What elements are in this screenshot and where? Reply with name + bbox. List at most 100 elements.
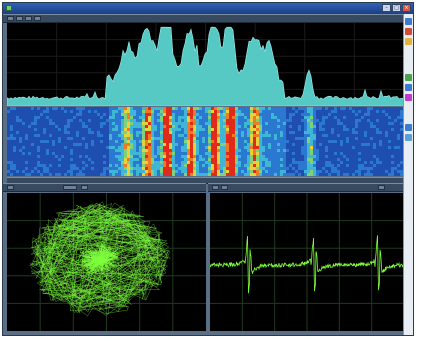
marker-icon[interactable] <box>405 124 412 131</box>
waterfall-cell <box>367 125 370 128</box>
waterfall-cell <box>232 170 235 173</box>
waterfall-cell <box>94 146 97 149</box>
waterfall-cell <box>241 143 244 146</box>
waterfall-cell <box>199 158 202 161</box>
waterfall-cell <box>271 149 274 152</box>
waterfall-cell <box>283 125 286 128</box>
waterfall-cell <box>163 167 166 170</box>
waterfall-cell <box>142 131 145 134</box>
waterfall-cell <box>355 161 358 164</box>
waterfall-cell <box>256 110 259 113</box>
waterfall-cell <box>286 131 289 134</box>
waterfall-cell <box>238 119 241 122</box>
waterfall-cell <box>307 134 310 137</box>
settings-icon[interactable] <box>405 134 412 141</box>
settings-icon[interactable] <box>378 185 385 190</box>
waterfall-cell <box>325 125 328 128</box>
waterfall-cell <box>19 143 22 146</box>
waterfall-cell <box>46 158 49 161</box>
waterfall-cell <box>22 152 25 155</box>
waterfall-cell <box>268 161 271 164</box>
waterfall-cell <box>58 113 61 116</box>
waterfall-cell <box>367 167 370 170</box>
zoom-icon[interactable] <box>212 185 219 190</box>
waterfall-cell <box>226 137 229 140</box>
waterfall-cell <box>331 167 334 170</box>
waterfall-cell <box>109 143 112 146</box>
marker-icon[interactable] <box>221 185 228 190</box>
waterfall-cell <box>385 119 388 122</box>
waterfall-cell <box>169 119 172 122</box>
waterfall-cell <box>100 116 103 119</box>
record-icon[interactable] <box>405 38 412 45</box>
marker-icon[interactable] <box>25 16 32 21</box>
spectrum-panel[interactable] <box>7 23 404 106</box>
waterfall-cell <box>166 125 169 128</box>
color-icon[interactable] <box>405 94 412 101</box>
play-icon[interactable] <box>405 18 412 25</box>
waterfall-cell <box>121 107 124 110</box>
grid-icon[interactable] <box>16 16 23 21</box>
waterfall-cell <box>313 110 316 113</box>
waterfall-cell <box>16 149 19 152</box>
waterfall-cell <box>103 146 106 149</box>
waterfall-cell <box>232 140 235 143</box>
settings-icon[interactable] <box>81 185 88 190</box>
waterfall-cell <box>139 131 142 134</box>
waterfall-cell <box>67 107 70 110</box>
waterfall-cell <box>394 152 397 155</box>
waterfall-cell <box>205 113 208 116</box>
waterfall-cell <box>376 110 379 113</box>
waterfall-cell <box>115 113 118 116</box>
waterfall-cell <box>316 107 319 110</box>
waterfall-cell <box>244 143 247 146</box>
waterfall-cell <box>388 119 391 122</box>
waterfall-cell <box>397 158 400 161</box>
waterfall-cell <box>349 170 352 173</box>
waterfall-cell <box>382 167 385 170</box>
waterfall-cell <box>160 158 163 161</box>
waterfall-cell <box>364 164 367 167</box>
waterfall-cell <box>346 143 349 146</box>
waterfall-cell <box>154 137 157 140</box>
constellation-panel[interactable] <box>7 193 206 331</box>
waterfall-cell <box>364 146 367 149</box>
waterfall-cell <box>115 140 118 143</box>
stop-icon[interactable] <box>405 28 412 35</box>
waterfall-cell <box>316 146 319 149</box>
waterfall-cell <box>187 173 190 176</box>
time-domain-panel[interactable] <box>210 193 404 331</box>
maximize-button[interactable]: □ <box>392 4 401 12</box>
waterfall-cell <box>46 110 49 113</box>
waterfall-cell <box>181 158 184 161</box>
waterfall-cell <box>388 128 391 131</box>
waterfall-cell <box>88 134 91 137</box>
zoom-icon[interactable] <box>405 84 412 91</box>
waterfall-cell <box>202 146 205 149</box>
waterfall-cell <box>274 152 277 155</box>
waterfall-panel[interactable] <box>7 107 404 176</box>
waterfall-cell <box>160 146 163 149</box>
waterfall-cell <box>61 134 64 137</box>
waterfall-cell <box>118 173 121 176</box>
minimize-button[interactable]: – <box>382 4 391 12</box>
waterfall-cell <box>214 161 217 164</box>
close-button[interactable]: × <box>402 4 411 12</box>
waterfall-cell <box>298 152 301 155</box>
zoom-icon[interactable] <box>7 185 14 190</box>
cursor-icon[interactable] <box>405 74 412 81</box>
waterfall-cell <box>55 110 58 113</box>
waterfall-cell <box>295 146 298 149</box>
waterfall-cell <box>322 158 325 161</box>
waterfall-cell <box>22 155 25 158</box>
title-bar[interactable]: – □ × <box>3 3 413 14</box>
waterfall-cell <box>220 119 223 122</box>
waterfall-cell <box>103 125 106 128</box>
waterfall-cell <box>385 125 388 128</box>
settings-icon[interactable] <box>34 16 41 21</box>
grid-icon[interactable] <box>63 185 77 190</box>
waterfall-cell <box>382 128 385 131</box>
waterfall-cell <box>304 152 307 155</box>
waterfall-cell <box>37 152 40 155</box>
zoom-icon[interactable] <box>7 16 14 21</box>
